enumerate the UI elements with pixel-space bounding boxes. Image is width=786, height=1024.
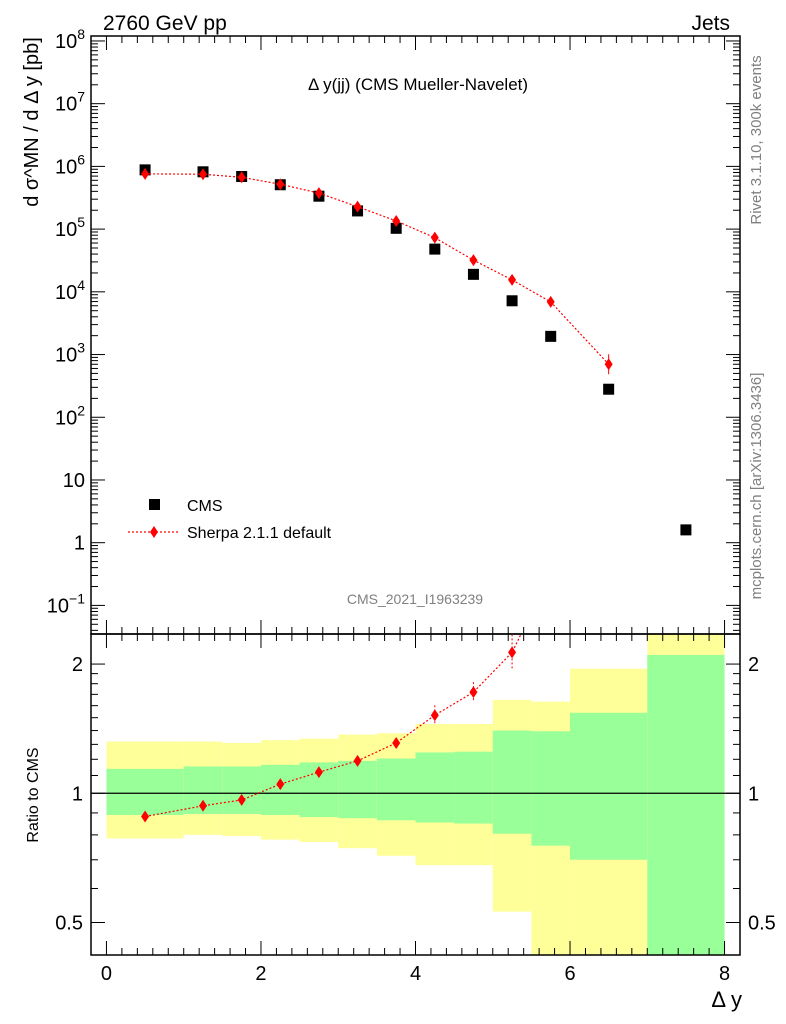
sherpa-data-point: [392, 214, 401, 227]
legend-label-cms: CMS: [187, 498, 223, 515]
sherpa-data-point: [546, 295, 555, 308]
cms-data-point: [603, 383, 615, 395]
sherpa-ratio-point: [353, 754, 362, 767]
ratio-y-tick-label: 2: [72, 654, 83, 676]
cms-data-point: [506, 295, 518, 307]
ratio-y-tick-label: 1: [72, 783, 83, 805]
y-tick-label: 108: [55, 26, 85, 53]
x-tick-label: 8: [719, 963, 730, 985]
mcplots-label: mcplots.cern.ch [arXiv:1306.3436]: [748, 373, 765, 600]
y-tick-label: 103: [55, 340, 85, 367]
y-tick-label: 107: [55, 89, 85, 116]
sherpa-ratio-point: [430, 709, 439, 722]
uncertainty-band-inner: [376, 758, 416, 821]
x-tick-label: 0: [101, 963, 112, 985]
x-tick-label: 6: [564, 963, 575, 985]
uncertainty-band-inner: [492, 730, 532, 834]
sherpa-ratio-point: [237, 793, 246, 806]
y-axis-label-ratio: Ratio to CMS: [25, 747, 42, 842]
sherpa-data-point: [237, 171, 246, 184]
watermark: CMS_2021_I1963239: [347, 591, 483, 607]
sherpa-data-point: [353, 200, 362, 213]
cms-data-point: [467, 268, 479, 280]
ratio-y-tick-label: 0.5: [55, 912, 83, 934]
y-tick-label: 1: [74, 533, 85, 555]
y-tick-label: 10: [63, 470, 85, 492]
sherpa-ratio-point: [199, 799, 208, 812]
uncertainty-band-inner: [415, 752, 455, 823]
x-tick-label: 4: [410, 963, 421, 985]
sherpa-data-point: [199, 168, 208, 181]
plot-title: Δ y(jj) (CMS Mueller-Navelet): [308, 75, 528, 94]
ratio-y-tick-label-right: 2: [748, 654, 759, 676]
sherpa-data-point: [141, 167, 150, 180]
sherpa-data-point: [469, 254, 478, 267]
ratio-y-tick-label-right: 0.5: [748, 912, 776, 934]
y-tick-label: 102: [55, 402, 85, 429]
legend-marker-cms: [149, 499, 160, 510]
header-left: 2760 GeV pp: [103, 12, 227, 35]
uncertainty-band-inner: [454, 751, 493, 824]
cms-data-point: [429, 243, 441, 255]
sherpa-data-point: [276, 178, 285, 191]
sherpa-ratio-point: [469, 686, 478, 699]
sherpa-ratio-point: [276, 778, 285, 791]
legend-marker-sherpa: [150, 526, 158, 538]
rivet-label: Rivet 3.1.10, 300k events: [748, 55, 765, 224]
uncertainty-band-inner: [647, 654, 725, 955]
cms-data-point: [680, 524, 692, 536]
sherpa-ratio-point: [508, 646, 517, 659]
sherpa-line-main: [145, 173, 610, 365]
ratio-y-tick-label-right: 1: [748, 783, 759, 805]
sherpa-ratio-point: [141, 810, 150, 823]
y-tick-label: 104: [55, 277, 85, 304]
legend-label-sherpa: Sherpa 2.1.1 default: [187, 525, 332, 542]
sherpa-ratio-point: [392, 736, 401, 749]
cms-data-point: [390, 222, 402, 234]
sherpa-data-point: [604, 358, 613, 371]
sherpa-data-point: [314, 187, 323, 200]
sherpa-data-point: [508, 273, 517, 286]
cms-data-point: [545, 330, 557, 342]
y-axis-label-main: d σ^MN / d Δ y [pb]: [21, 37, 43, 207]
x-tick-label: 2: [255, 963, 266, 985]
legend: CMS Sherpa 2.1.1 default: [128, 498, 332, 542]
sherpa-data-point: [430, 231, 439, 244]
uncertainty-band-inner: [338, 760, 377, 819]
uncertainty-band-inner: [222, 766, 261, 814]
sherpa-ratio-point: [314, 766, 323, 779]
x-axis-label: Δ y: [711, 987, 742, 1012]
y-tick-label: 105: [55, 214, 85, 241]
header-right: Jets: [691, 12, 730, 35]
uncertainty-band-inner: [531, 731, 571, 846]
uncertainty-band-inner: [106, 768, 184, 816]
main-frame: [90, 35, 741, 635]
y-tick-label: 10−1: [47, 590, 85, 617]
uncertainty-band-inner: [570, 712, 648, 860]
y-tick-label: 106: [55, 151, 85, 178]
